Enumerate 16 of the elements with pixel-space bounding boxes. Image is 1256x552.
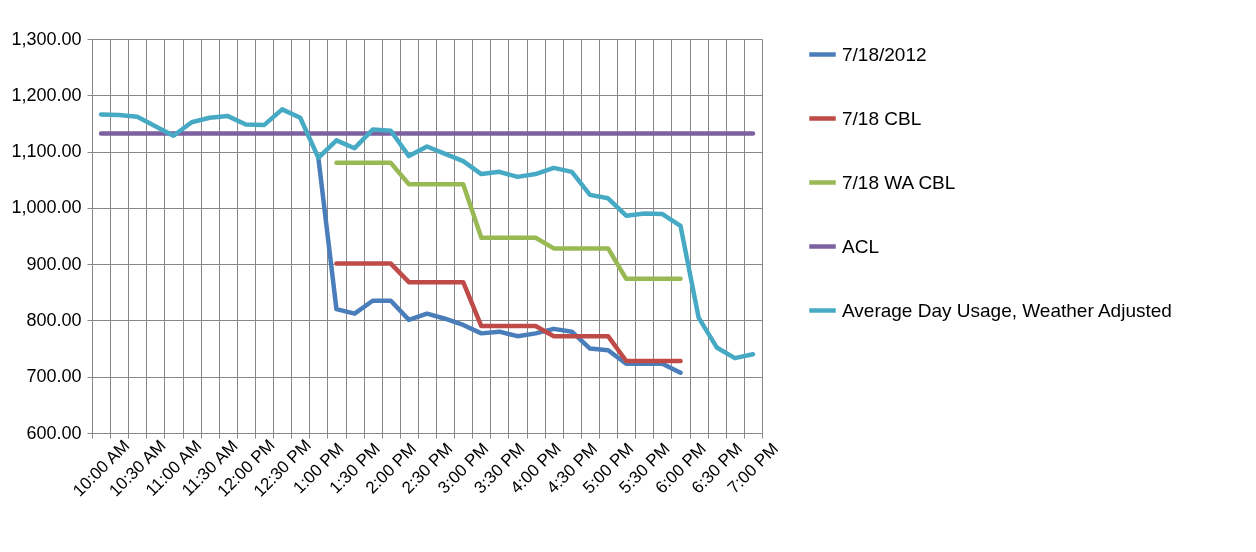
y-tick-label: 1,200.00 xyxy=(11,84,82,105)
y-tick-label: 700.00 xyxy=(26,366,82,387)
y-tick-label: 600.00 xyxy=(26,422,82,443)
y-tick-label: 900.00 xyxy=(26,253,82,274)
line-series xyxy=(334,160,683,282)
legend-label: 7/18/2012 xyxy=(842,43,927,65)
legend-label: Average Day Usage, Weather Adjusted xyxy=(842,299,1172,321)
legend-label: ACL xyxy=(842,235,879,257)
legend-label: 7/18 CBL xyxy=(842,107,922,129)
line-series xyxy=(334,261,683,364)
y-tick-label: 1,100.00 xyxy=(11,141,82,162)
y-tick-label: 1,300.00 xyxy=(11,28,82,49)
y-tick-label: 1,000.00 xyxy=(11,197,82,218)
y-tick-label: 800.00 xyxy=(26,309,82,330)
legend-label: 7/18 WA CBL xyxy=(842,171,956,193)
line-series xyxy=(98,107,756,361)
